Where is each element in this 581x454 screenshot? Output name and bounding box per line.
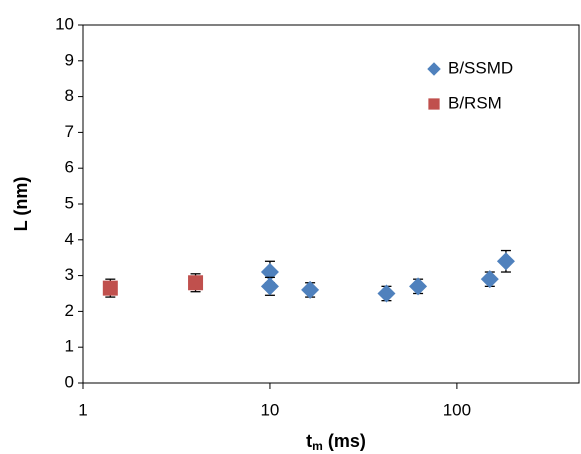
point xyxy=(496,252,515,271)
y-tick-label: 6 xyxy=(65,158,74,177)
x-axis-title: tm (ms) xyxy=(306,431,366,453)
y-tick-label: 5 xyxy=(65,193,74,212)
legend-marker xyxy=(427,62,441,76)
y-tick-label: 9 xyxy=(65,50,74,69)
x-tick-label: 1 xyxy=(78,400,87,419)
y-tick-label: 2 xyxy=(65,301,74,320)
point xyxy=(377,284,396,303)
x-axis-title-rest: (ms) xyxy=(323,431,366,451)
y-tick-label: 7 xyxy=(65,122,74,141)
legend-marker xyxy=(428,98,440,110)
point xyxy=(188,275,204,291)
x-tick-label: 100 xyxy=(443,400,471,419)
legend-label: B/RSM xyxy=(448,93,502,112)
point xyxy=(480,270,499,289)
legend-label: B/SSMD xyxy=(448,58,513,77)
point xyxy=(409,277,428,296)
point xyxy=(260,263,279,282)
y-tick-label: 3 xyxy=(65,265,74,284)
y-tick-label: 0 xyxy=(65,372,74,391)
point xyxy=(301,280,320,299)
x-axis-title-main: t xyxy=(306,431,312,451)
x-axis-title-sub: m xyxy=(312,439,323,453)
x-tick-label: 10 xyxy=(260,400,279,419)
point xyxy=(260,277,279,296)
point xyxy=(102,280,118,296)
y-tick-label: 1 xyxy=(65,337,74,356)
y-tick-label: 10 xyxy=(55,14,74,33)
y-tick-label: 4 xyxy=(65,229,74,248)
y-axis-title: L (nm) xyxy=(11,177,31,232)
y-tick-label: 8 xyxy=(65,86,74,105)
plot-frame xyxy=(82,24,580,384)
